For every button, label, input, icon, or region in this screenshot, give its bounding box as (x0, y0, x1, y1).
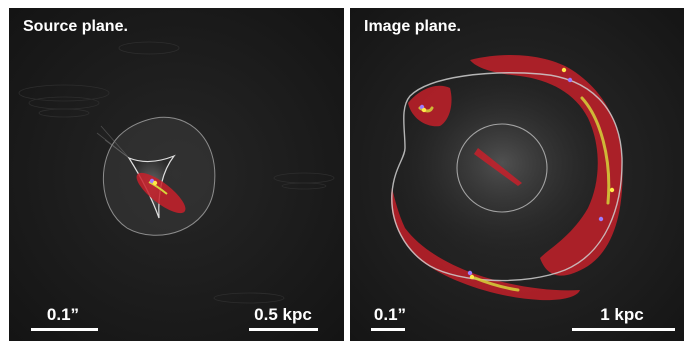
source-highlight (148, 181, 168, 195)
image-plane-panel: Image plane. 0.1” 1 kpc (350, 8, 684, 341)
image-physical-scale-label: 1 kpc (600, 305, 644, 324)
image-marker-violet-4 (467, 270, 473, 276)
image-marker-yellow-1 (561, 67, 567, 73)
image-angular-scale-bar (371, 328, 405, 331)
lensed-arcs (390, 55, 623, 301)
source-plane-panel: Source plane. 0.1” 0.5 kpc (9, 8, 344, 341)
cusp-rays (96, 125, 130, 159)
image-plane-map (350, 8, 684, 341)
source-physical-scale-label: 0.5 kpc (254, 305, 312, 324)
central-emission (474, 148, 522, 186)
image-marker-yellow-4 (469, 274, 475, 280)
source-panel-title: Source plane. (23, 18, 128, 35)
source-plane-map (9, 8, 344, 341)
image-physical-scale-bar (572, 328, 675, 331)
source-angular-scale-label: 0.1” (46, 305, 80, 324)
image-marker-violet-3 (598, 216, 604, 222)
source-marker-yellow (152, 180, 158, 186)
source-physical-scale-bar (249, 328, 318, 331)
inner-critical-curve (456, 123, 548, 213)
image-marker-yellow-2 (421, 107, 427, 113)
source-angular-scale-bar (31, 328, 98, 331)
image-marker-violet-1 (567, 77, 573, 83)
image-panel-title: Image plane. (364, 18, 461, 35)
outer-critical-curve (391, 72, 623, 282)
image-angular-scale-label: 0.1” (373, 305, 407, 324)
image-marker-yellow-3 (609, 187, 615, 193)
moire-pattern (18, 41, 335, 304)
